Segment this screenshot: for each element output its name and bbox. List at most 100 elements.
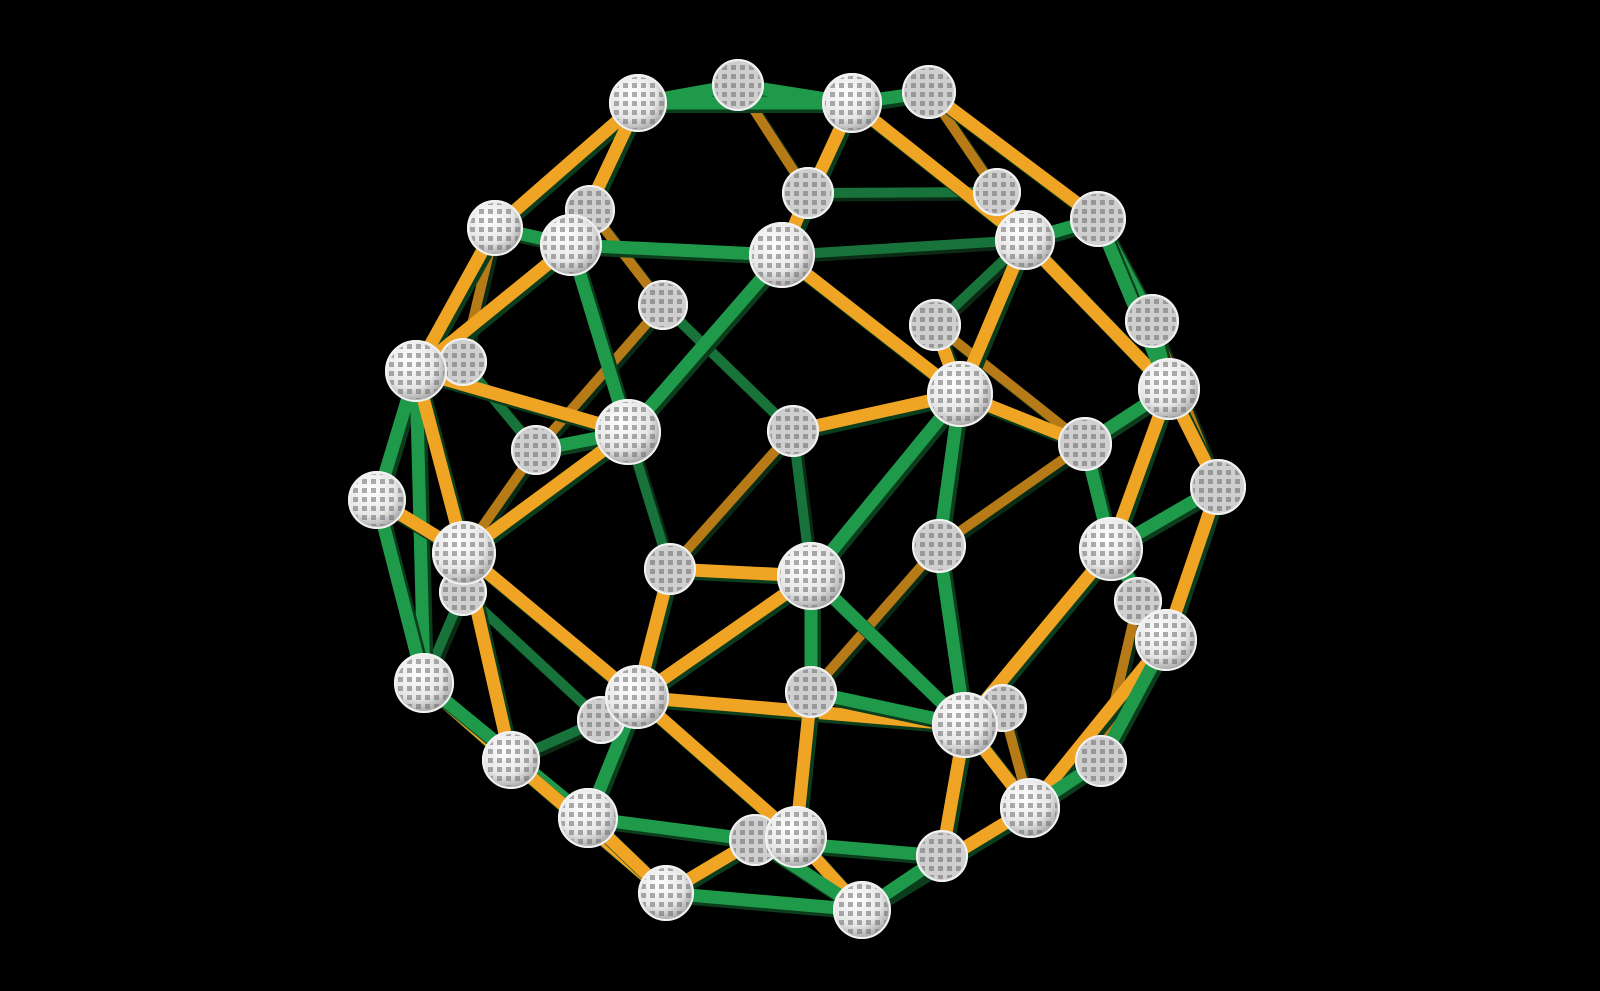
lattice-node: [749, 222, 815, 288]
node-lattice-pattern: [715, 62, 761, 108]
node-rim: [394, 653, 454, 713]
lattice-node: [467, 200, 523, 256]
green-strut: [658, 300, 798, 436]
lattice-node: [558, 788, 618, 848]
lattice-node: [1138, 358, 1200, 420]
node-lattice-pattern: [1061, 420, 1109, 468]
node-rim: [638, 280, 688, 330]
node-lattice-pattern: [598, 402, 658, 462]
lattice-node: [1070, 191, 1126, 247]
lattice-node: [1125, 294, 1179, 348]
lattice-node: [1190, 459, 1246, 515]
lattice-node: [777, 542, 845, 610]
node-rim: [638, 865, 694, 921]
green-strut: [564, 238, 789, 262]
node-lattice-pattern: [561, 791, 615, 845]
lattice-node: [1058, 417, 1112, 471]
node-lattice-pattern: [608, 668, 666, 726]
node-rim: [1190, 459, 1246, 515]
node-rim: [1070, 191, 1126, 247]
node-lattice-pattern: [612, 77, 664, 129]
green-strut: [777, 235, 1030, 260]
lattice-node: [1114, 577, 1162, 625]
lattice-node: [767, 405, 819, 457]
node-rim: [927, 361, 993, 427]
node-lattice-pattern: [1117, 580, 1159, 622]
node-rim: [767, 405, 819, 457]
lattice-node: [973, 168, 1021, 216]
node-rim: [902, 65, 956, 119]
node-rim: [1058, 417, 1112, 471]
node-lattice-pattern: [1138, 612, 1194, 668]
node-lattice-pattern: [788, 669, 834, 715]
node-rim: [1000, 778, 1060, 838]
node-lattice-pattern: [905, 68, 953, 116]
node-lattice-pattern: [470, 203, 520, 253]
node-lattice-pattern: [912, 302, 958, 348]
node-rim: [749, 222, 815, 288]
lattice-node: [822, 73, 882, 133]
node-rim: [1075, 735, 1127, 787]
orange-strut: [775, 248, 967, 401]
node-rim: [482, 731, 540, 789]
node-lattice-pattern: [919, 833, 965, 879]
node-rim: [822, 73, 882, 133]
node-lattice-pattern: [442, 341, 484, 383]
node-rim: [973, 168, 1021, 216]
node-rim: [833, 881, 891, 939]
node-lattice-pattern: [514, 428, 558, 472]
lattice-node: [1079, 517, 1143, 581]
lattice-node: [912, 519, 966, 573]
node-rim: [765, 806, 827, 868]
lattice-node: [833, 881, 891, 939]
lattice-node: [385, 340, 447, 402]
lattice-node: [511, 425, 561, 475]
lattice-node: [1075, 735, 1127, 787]
lattice-node: [782, 167, 834, 219]
green-strut: [659, 886, 869, 917]
orange-strut: [1018, 233, 1176, 396]
lattice-node: [644, 543, 696, 595]
lattice-node: [765, 806, 827, 868]
node-rim: [511, 425, 561, 475]
orange-strut: [457, 546, 644, 704]
lattice-node: [609, 74, 667, 132]
lattice-node: [394, 653, 454, 713]
green-strut: [370, 493, 431, 690]
orange-strut: [665, 426, 798, 574]
node-rim: [782, 167, 834, 219]
lattice-node: [902, 65, 956, 119]
lattice-node: [540, 214, 602, 276]
lattice-node: [785, 666, 837, 718]
lattice-node: [1000, 778, 1060, 838]
node-rim: [540, 214, 602, 276]
node-lattice-pattern: [935, 695, 995, 755]
node-lattice-pattern: [543, 217, 599, 273]
node-lattice-pattern: [1141, 361, 1197, 417]
node-lattice-pattern: [1073, 194, 1123, 244]
node-rim: [912, 519, 966, 573]
orange-strut: [630, 690, 803, 844]
node-lattice-pattern: [435, 524, 493, 582]
node-rim: [777, 542, 845, 610]
lattice-node: [605, 665, 669, 729]
lattice-node: [638, 865, 694, 921]
node-lattice-pattern: [1003, 781, 1057, 835]
node-rim: [605, 665, 669, 729]
orange-strut: [630, 569, 818, 704]
node-lattice-pattern: [930, 364, 990, 424]
orange-strut: [1096, 596, 1143, 766]
lattice-node: [638, 280, 688, 330]
orange-strut: [845, 96, 1032, 247]
green-strut: [804, 387, 967, 583]
node-rim: [644, 543, 696, 595]
node-lattice-pattern: [915, 522, 963, 570]
node-lattice-pattern: [641, 868, 691, 918]
orange-strut: [930, 320, 1090, 449]
lattice-node: [932, 692, 998, 758]
green-strut: [804, 569, 972, 732]
node-rim: [609, 74, 667, 132]
node-rim: [1135, 609, 1197, 671]
